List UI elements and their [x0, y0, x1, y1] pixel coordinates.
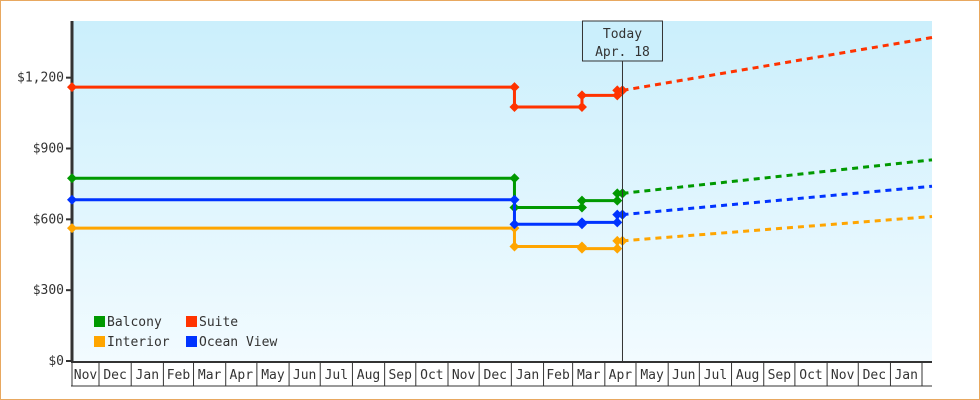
- x-axis: Nov Dec Jan Feb Mar Apr May Jun Jul Aug Sep Oct Nov D…: [71, 361, 932, 387]
- data-point-marker: [576, 202, 587, 213]
- x-tick-label: Jul: [704, 368, 727, 383]
- data-point-marker: [576, 217, 587, 228]
- x-tick-label: Sep: [768, 368, 792, 383]
- legend-swatch: [94, 316, 105, 327]
- x-tick-label: Oct: [799, 368, 822, 383]
- x-tick-label: Feb: [546, 368, 570, 383]
- x-tick-label: Sep: [388, 368, 412, 383]
- legend-label: Ocean View: [199, 335, 277, 350]
- x-tick-label: Dec: [484, 368, 507, 383]
- legend-item: Interior: [94, 335, 170, 350]
- legend: Balcony Suite Interior Ocean View: [94, 315, 277, 350]
- y-tick-label: $300: [33, 283, 64, 298]
- x-tick-label: Jan: [894, 368, 917, 383]
- data-point-marker: [612, 217, 623, 228]
- series-suite: [67, 36, 933, 112]
- legend-item: Ocean View: [186, 335, 277, 350]
- today-date: Apr. 18: [595, 45, 650, 60]
- x-tick-label: Aug: [357, 368, 380, 383]
- legend-label: Suite: [199, 315, 238, 330]
- legend-label: Interior: [107, 335, 170, 350]
- x-tick-label: Jun: [672, 368, 695, 383]
- today-label: Today: [603, 27, 642, 42]
- x-tick-label: Nov: [74, 368, 98, 383]
- y-tick-label: $1,200: [17, 71, 64, 86]
- x-tick-label: Apr: [230, 368, 254, 383]
- x-tick-label: Dec: [103, 368, 126, 383]
- data-point-marker: [576, 101, 587, 112]
- x-tick-label: Jul: [325, 368, 348, 383]
- y-tick-label: $0: [48, 354, 64, 369]
- legend-swatch: [94, 336, 105, 347]
- x-tick-label: Dec: [863, 368, 886, 383]
- y-tick-label: $600: [33, 212, 64, 227]
- x-tick-label: May: [640, 368, 664, 383]
- x-tick-label: May: [261, 368, 285, 383]
- data-point-marker: [67, 173, 77, 184]
- series-ocean-view: [67, 184, 933, 230]
- data-point-marker: [67, 223, 77, 234]
- forecast-line: [622, 184, 933, 217]
- forecast-line: [622, 215, 933, 243]
- data-point-marker: [612, 85, 623, 96]
- data-point-marker: [67, 194, 77, 205]
- legend-swatch: [186, 316, 197, 327]
- data-point-marker: [509, 219, 520, 230]
- legend-item: Suite: [186, 315, 238, 330]
- series-group: [67, 36, 933, 254]
- data-point-marker: [509, 241, 520, 252]
- data-point-marker: [67, 82, 77, 93]
- x-tick-label: Mar: [198, 368, 222, 383]
- x-tick-label: Jun: [293, 368, 316, 383]
- legend-item: Balcony: [94, 315, 162, 330]
- x-tick-label: Aug: [736, 368, 759, 383]
- x-tick-label: Feb: [167, 368, 191, 383]
- data-point-marker: [612, 235, 623, 246]
- legend-label: Balcony: [107, 315, 162, 330]
- x-tick-label: Oct: [420, 368, 443, 383]
- data-point-marker: [576, 195, 587, 206]
- plot-area: [72, 21, 932, 361]
- data-point-marker: [509, 82, 520, 93]
- data-point-marker: [612, 195, 623, 206]
- series-balcony: [67, 158, 933, 213]
- today-marker: Today Apr. 18: [581, 20, 663, 361]
- y-axis: $0 $300 $600 $900 $1,200: [17, 21, 74, 369]
- x-tick-label: Nov: [831, 368, 855, 383]
- data-point-marker: [612, 188, 623, 199]
- data-point-marker: [509, 173, 520, 184]
- y-tick-label: $900: [33, 142, 64, 157]
- forecast-line: [622, 36, 933, 92]
- x-tick-label: Jan: [136, 368, 159, 383]
- x-tick-label: Mar: [577, 368, 601, 383]
- series-interior: [67, 215, 933, 254]
- data-point-marker: [509, 101, 520, 112]
- forecast-line: [622, 158, 933, 195]
- data-point-marker: [612, 243, 623, 254]
- x-tick-label: Apr: [609, 368, 633, 383]
- legend-swatch: [186, 336, 197, 347]
- x-tick-label: Jan: [516, 368, 539, 383]
- data-point-marker: [576, 243, 587, 254]
- x-tick-label: Nov: [452, 368, 476, 383]
- data-point-marker: [576, 90, 587, 101]
- today-box: [581, 20, 663, 62]
- data-point-marker: [612, 209, 623, 220]
- data-point-marker: [509, 194, 520, 205]
